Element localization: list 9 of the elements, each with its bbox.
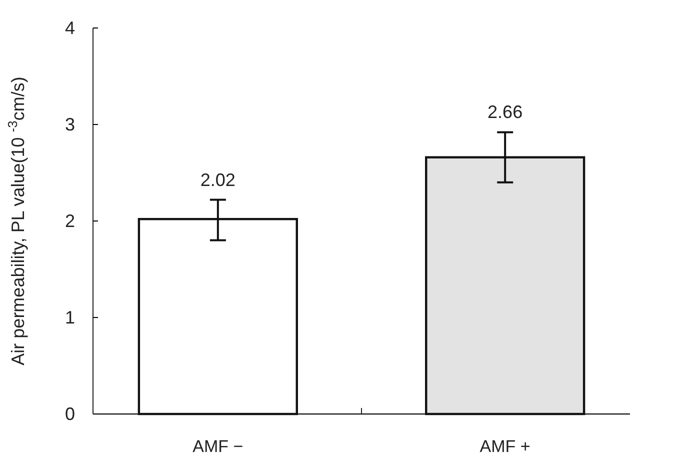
data-label: 2.66 bbox=[488, 102, 523, 122]
y-tick-label: 2 bbox=[64, 210, 75, 231]
y-tick-label: 4 bbox=[64, 18, 75, 38]
x-tick-label: AMF + bbox=[480, 437, 530, 456]
y-tick-label: 3 bbox=[64, 114, 75, 134]
y-tick-label: 0 bbox=[64, 404, 75, 424]
y-tick-label: 1 bbox=[64, 307, 75, 328]
x-tick-label: AMF − bbox=[192, 437, 244, 456]
data-label: 2.02 bbox=[200, 170, 236, 190]
